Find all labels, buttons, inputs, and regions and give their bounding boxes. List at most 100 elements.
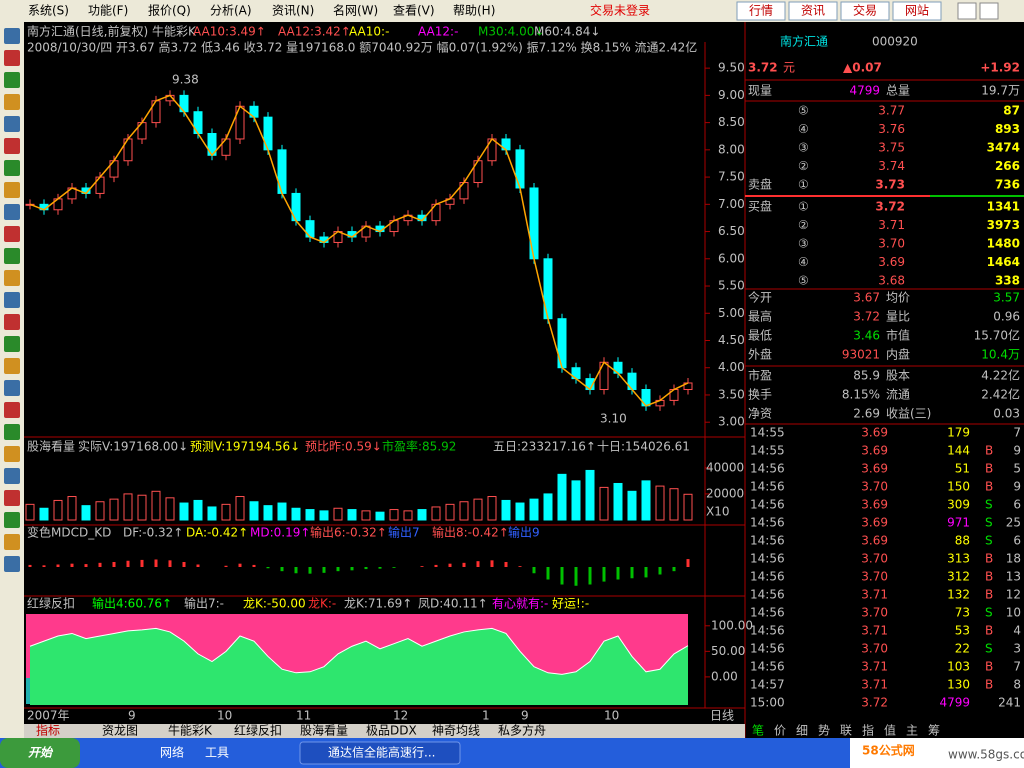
taskbar-item[interactable]: 工具 (205, 746, 229, 760)
volume-bar (277, 502, 287, 521)
bottom-tab[interactable]: 红绿反扣 (234, 723, 282, 738)
tool-icon[interactable] (4, 138, 20, 154)
tool-icon[interactable] (4, 446, 20, 462)
tool-icon[interactable] (4, 424, 20, 440)
y-tick-label: 8.50 (718, 115, 745, 129)
stat-label: 今开 (748, 290, 772, 305)
macd-header: DA:-0.42↑ (186, 526, 248, 540)
tick-time: 14:56 (750, 624, 785, 638)
tool-icon[interactable] (4, 116, 20, 132)
tool-icon[interactable] (4, 314, 20, 330)
volume-bar (193, 499, 203, 521)
volume-bar (515, 502, 525, 521)
top-button[interactable] (788, 1, 838, 21)
bottom-tab[interactable]: 牛能彩K (168, 723, 213, 738)
ma-label: AA10:- (349, 25, 389, 39)
tick-count: 3 (1013, 642, 1021, 656)
window-control[interactable] (957, 2, 977, 20)
top-button[interactable] (840, 1, 890, 21)
bottom-tab[interactable]: 资龙图 (102, 724, 138, 738)
change: ▲0.07 (843, 61, 882, 75)
tool-icon[interactable] (4, 512, 20, 528)
kd-header: 龙K:-50.00 (243, 597, 306, 611)
tick-side: B (985, 624, 993, 638)
tool-icon[interactable] (4, 50, 20, 66)
volume-bar (627, 490, 637, 521)
level: ③ (798, 237, 809, 251)
tick-count: 10 (1006, 606, 1021, 620)
top-button-label[interactable]: 交易 (853, 3, 877, 18)
top-button-label[interactable]: 网站 (905, 4, 929, 18)
price-unit: 元 (783, 61, 795, 75)
menu-item[interactable]: 分析(A) (210, 4, 252, 18)
task-label[interactable]: 通达信全能高速行... (328, 745, 435, 760)
level-price: 3.69 (878, 255, 905, 269)
volume-bar (599, 486, 609, 521)
quote-tab[interactable]: 价 (774, 724, 786, 738)
volume-bar (137, 494, 147, 521)
tool-icon[interactable] (4, 336, 20, 352)
level-volume: 87 (1003, 104, 1020, 118)
bottom-tab[interactable]: 股海看量 (300, 723, 348, 738)
top-button-label[interactable]: 资讯 (801, 4, 825, 18)
bottom-tab[interactable]: 极品DDX (366, 724, 417, 738)
top-button-label[interactable]: 行情 (749, 4, 773, 18)
tool-icon[interactable] (4, 358, 20, 374)
tool-icon[interactable] (4, 270, 20, 286)
start-label[interactable]: 开始 (28, 746, 54, 760)
level-volume: 893 (995, 122, 1020, 136)
start-button[interactable] (0, 738, 80, 768)
quote-tab[interactable]: 主 (906, 724, 918, 738)
menu-item[interactable]: 报价(Q) (148, 3, 191, 18)
volume-header: 预测V:197194.56↓ (190, 440, 300, 454)
bottom-tab[interactable]: 私多方舟 (498, 723, 546, 738)
tool-icon[interactable] (4, 182, 20, 198)
tool-icon[interactable] (4, 94, 20, 110)
top-button[interactable] (736, 1, 786, 21)
quote-tab[interactable]: 指 (862, 723, 874, 738)
y-tick-label: 40000 (706, 460, 744, 474)
menu-item[interactable]: 帮助(H) (453, 4, 495, 18)
menu-item[interactable]: 查看(V) (393, 4, 435, 18)
window-control[interactable] (979, 2, 999, 20)
level-price: 3.73 (875, 178, 905, 192)
tab-bar (24, 724, 745, 738)
quote-tab[interactable]: 势 (818, 724, 830, 738)
tool-icon[interactable] (4, 160, 20, 176)
taskbar-item[interactable]: 网络 (160, 745, 184, 760)
tool-icon[interactable] (4, 72, 20, 88)
volume-row: 19.7万 (981, 84, 1020, 98)
menu-item[interactable]: 名网(W) (333, 3, 378, 18)
tool-icon[interactable] (4, 468, 20, 484)
y-tick-label: 3.00 (718, 415, 745, 429)
tool-icon[interactable] (4, 248, 20, 264)
tool-icon[interactable] (4, 556, 20, 572)
y-tick-label: 6.00 (718, 251, 745, 265)
y-tick-label: 5.00 (718, 306, 745, 320)
quote-tab[interactable]: 值 (884, 723, 896, 738)
tool-icon[interactable] (4, 380, 20, 396)
tool-icon[interactable] (4, 490, 20, 506)
volume-bar (655, 485, 665, 521)
tick-side: S (985, 606, 993, 620)
menu-item[interactable]: 系统(S) (28, 4, 69, 18)
volume-bar (123, 493, 133, 521)
tick-time: 14:56 (750, 570, 785, 584)
quote-tab[interactable]: 联 (840, 724, 852, 738)
tool-icon[interactable] (4, 292, 20, 308)
tool-icon[interactable] (4, 28, 20, 44)
tool-icon[interactable] (4, 226, 20, 242)
task-button[interactable] (299, 741, 461, 765)
top-button[interactable] (892, 1, 942, 21)
quote-tab[interactable]: 笔 (752, 723, 764, 738)
tool-icon[interactable] (4, 402, 20, 418)
bottom-tab[interactable]: 指标 (36, 723, 60, 738)
quote-tab[interactable]: 筹 (928, 724, 940, 738)
menu-item[interactable]: 功能(F) (88, 4, 128, 18)
tool-icon[interactable] (4, 534, 20, 550)
menu-item[interactable]: 资讯(N) (272, 4, 314, 18)
stat-value: 3.46 (853, 329, 880, 343)
quote-tab[interactable]: 细 (796, 724, 808, 738)
tool-icon[interactable] (4, 204, 20, 220)
bottom-tab[interactable]: 神奇均线 (432, 724, 480, 738)
